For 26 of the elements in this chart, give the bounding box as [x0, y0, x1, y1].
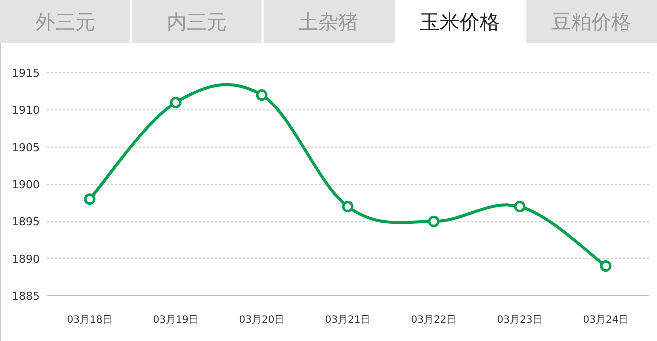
text: 外三元: [36, 10, 96, 34]
x-tick-label: 03月22日: [411, 315, 457, 326]
y-tick-label: 1885: [12, 290, 40, 303]
x-tick-label: 03月24日: [583, 315, 629, 326]
point: [514, 201, 526, 213]
y-tick-label: 1890: [12, 252, 40, 266]
point: [84, 194, 96, 206]
y-tick-label: 1915: [12, 67, 40, 80]
text: 豆粕价格: [551, 10, 632, 34]
point: [600, 260, 612, 272]
chart-title: 玉米价格: [420, 10, 500, 34]
x-tick-label: 03月20日: [239, 315, 285, 326]
x-tick-label: 03月18日: [67, 315, 113, 326]
point: [428, 216, 440, 228]
y-tick-label: 1895: [12, 216, 40, 229]
x-tick-label: 03月21日: [325, 315, 371, 326]
text: 内三元: [167, 10, 228, 34]
point: [256, 90, 268, 102]
point: [170, 96, 182, 108]
y-tick-label: 1910: [12, 104, 40, 118]
x-tick-label: 03月19日: [153, 315, 199, 326]
y-tick-label: 1900: [12, 178, 40, 192]
point: [342, 201, 354, 213]
y-tick-label: 1905: [12, 141, 40, 154]
x-tick-label: 03月23日: [497, 315, 543, 326]
text: 土杂猪: [298, 10, 358, 34]
